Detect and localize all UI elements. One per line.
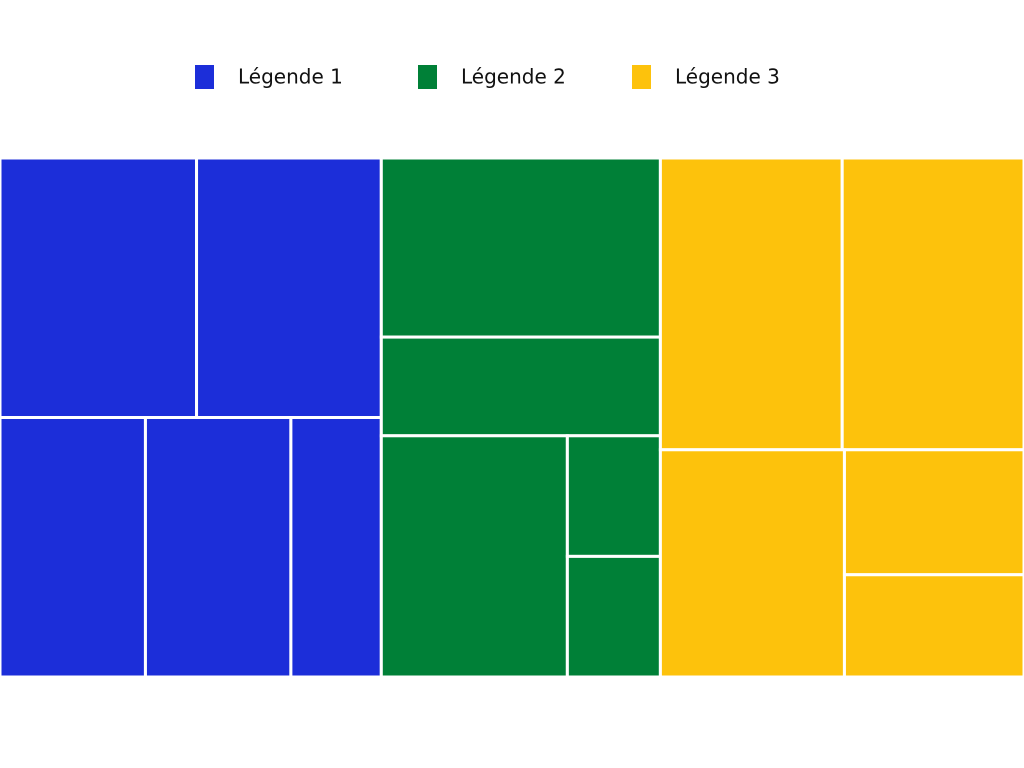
treemap-cell — [658, 156, 844, 452]
treemap-cell — [379, 335, 662, 438]
treemap-cell — [842, 573, 1024, 679]
treemap-cell — [565, 434, 662, 558]
legend-label: Légende 2 — [461, 65, 566, 89]
legend-label: Légende 3 — [675, 65, 780, 89]
treemap-cell — [842, 448, 1024, 577]
treemap-cell — [195, 156, 383, 419]
legend-swatch — [195, 65, 214, 89]
treemap-cell — [0, 416, 147, 679]
treemap-cell — [0, 156, 199, 419]
treemap-cell — [289, 416, 383, 679]
legend-label: Légende 1 — [238, 65, 343, 89]
treemap-cell — [840, 156, 1024, 452]
treemap-cell — [658, 448, 846, 679]
treemap-cell — [143, 416, 293, 679]
treemap-cell — [379, 434, 569, 679]
treemap-cell — [379, 156, 662, 339]
legend-swatch — [632, 65, 651, 89]
treemap-cell — [565, 554, 662, 679]
legend-swatch — [418, 65, 437, 89]
